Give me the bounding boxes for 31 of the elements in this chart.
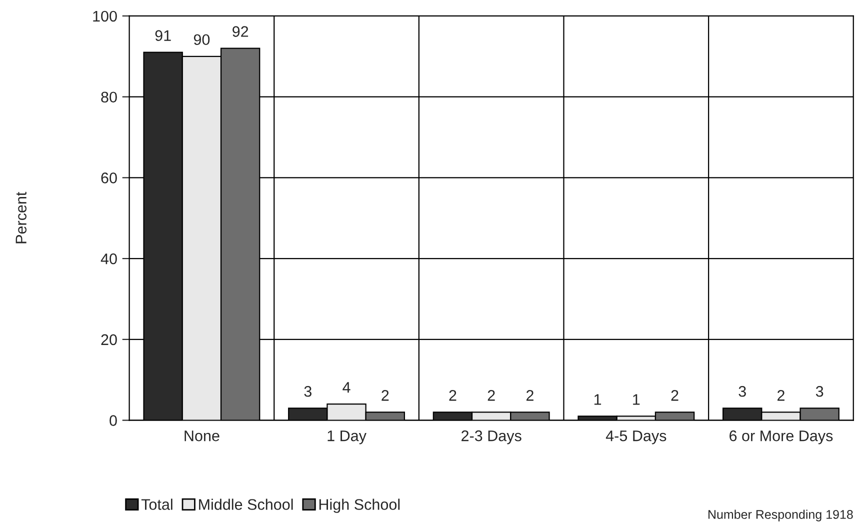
text: Number Responding 1918 [708, 510, 853, 522]
y-axis-title: Percent [16, 192, 26, 244]
data-label: 1 [633, 394, 640, 405]
data-label: 2 [671, 390, 678, 401]
y-tick-label: 80 [101, 92, 117, 103]
data-label: 91 [155, 30, 171, 41]
y-tick-label: 0 [110, 415, 117, 426]
data-label: 4 [342, 382, 350, 393]
y-tick-label: 100 [93, 10, 117, 22]
data-label: 92 [232, 26, 248, 37]
data-label: 3 [738, 386, 746, 397]
data-label: 3 [816, 386, 824, 397]
legend-label: Middle School [199, 498, 293, 510]
legend-label: High School [319, 498, 400, 513]
data-label: 2 [488, 390, 495, 401]
data-label: 2 [777, 390, 784, 401]
data-label: 2 [382, 390, 389, 401]
legend-label: Total [141, 498, 172, 510]
y-tick-label: 60 [101, 172, 117, 184]
x-tick-label: 6 or More Days [730, 430, 833, 444]
x-tick-label: 1 Day [328, 430, 366, 444]
data-label: 1 [594, 394, 602, 405]
y-tick-label: 20 [101, 334, 117, 346]
x-tick-label: 4-5 Days [606, 430, 666, 444]
data-label: 90 [194, 34, 210, 46]
x-tick-label: 2-3 Days [462, 430, 522, 444]
data-label: 2 [526, 390, 534, 401]
y-tick-label: 40 [100, 253, 117, 264]
data-label: 2 [449, 390, 456, 401]
x-tick-label: None [184, 430, 220, 442]
data-label: 3 [304, 386, 312, 397]
